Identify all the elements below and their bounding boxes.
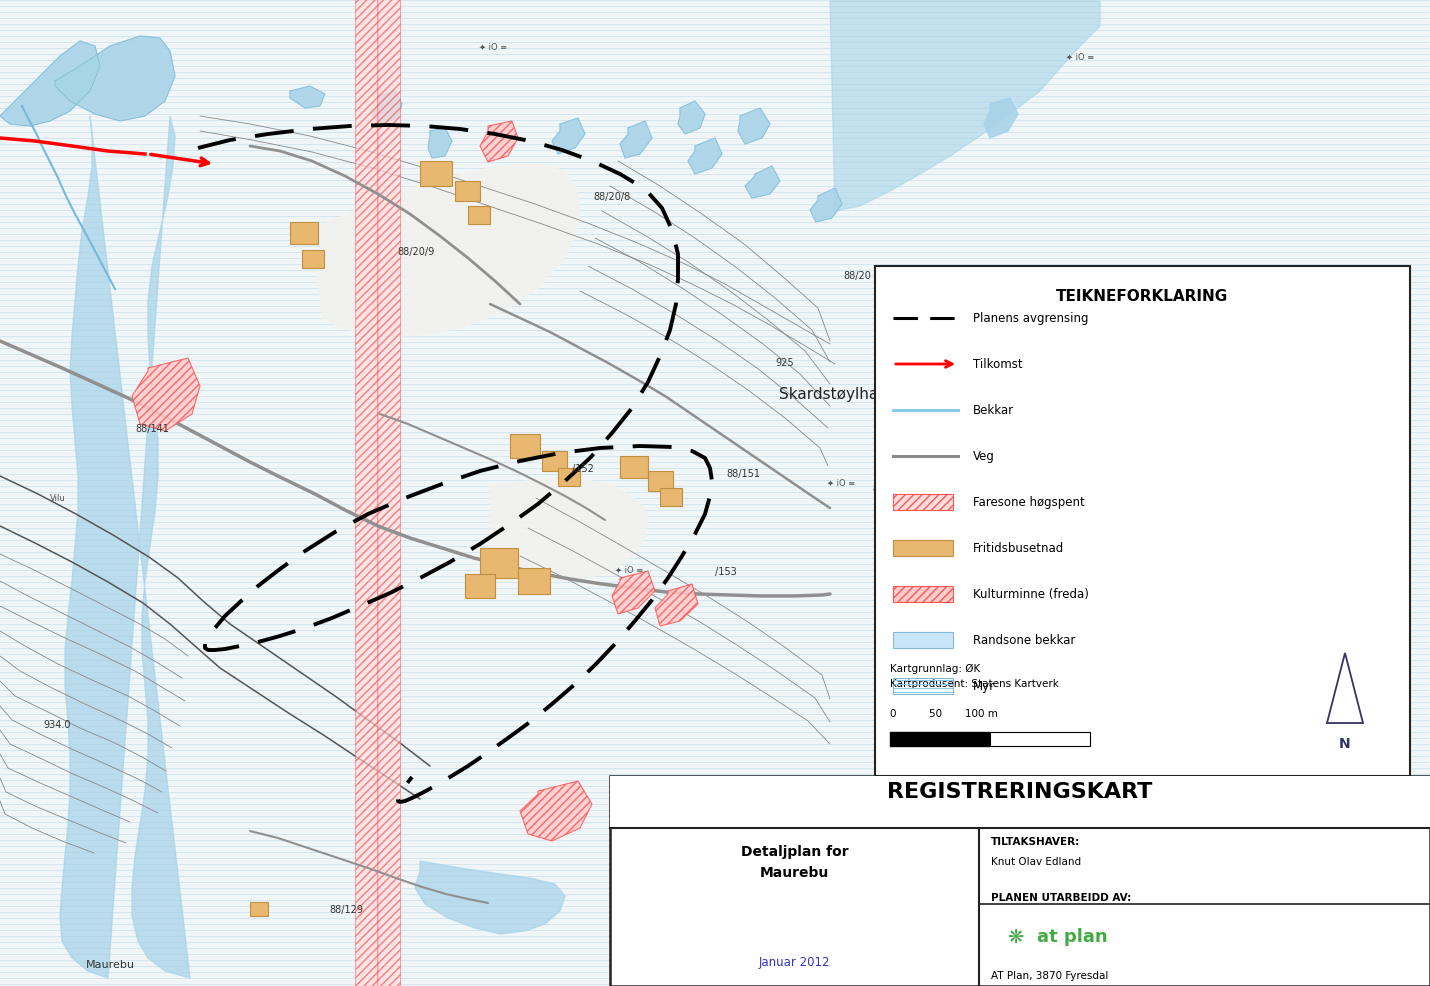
Text: ✦ iO ≡: ✦ iO ≡ xyxy=(1065,52,1094,61)
Bar xyxy=(621,457,648,478)
Text: Fritidsbusetnad: Fritidsbusetnad xyxy=(972,542,1064,555)
Text: /152: /152 xyxy=(572,463,593,473)
Polygon shape xyxy=(655,585,698,626)
Text: Myr: Myr xyxy=(972,679,995,693)
Text: ✦ iO ≡: ✦ iO ≡ xyxy=(615,565,644,574)
Bar xyxy=(892,587,952,602)
Polygon shape xyxy=(415,861,565,934)
Polygon shape xyxy=(378,0,400,986)
Bar xyxy=(455,181,480,202)
Text: TEIKNEFORKLARING: TEIKNEFORKLARING xyxy=(1057,289,1228,304)
Text: ✦ iO ≡: ✦ iO ≡ xyxy=(479,42,508,51)
Text: Skardstøylhau: Skardstøylhau xyxy=(779,387,888,402)
Bar xyxy=(511,435,541,458)
Bar xyxy=(542,452,568,471)
Bar xyxy=(990,733,1090,746)
Polygon shape xyxy=(428,129,452,159)
Bar xyxy=(892,632,952,649)
Bar xyxy=(611,776,1430,986)
Text: /153: /153 xyxy=(715,567,736,577)
Text: Vilu: Vilu xyxy=(50,493,66,503)
Text: Kartgrunnlag: ØK: Kartgrunnlag: ØK xyxy=(889,664,980,673)
Polygon shape xyxy=(521,781,592,841)
Bar xyxy=(661,488,682,507)
Polygon shape xyxy=(372,92,402,125)
Text: REGISTRERINGSKART: REGISTRERINGSKART xyxy=(887,781,1153,802)
Polygon shape xyxy=(355,0,378,986)
Text: Kulturminne (freda): Kulturminne (freda) xyxy=(972,588,1088,600)
Polygon shape xyxy=(0,42,100,127)
Text: Randsone bekkar: Randsone bekkar xyxy=(972,634,1075,647)
Polygon shape xyxy=(984,99,1018,139)
Bar xyxy=(480,548,518,579)
Text: Januar 2012: Januar 2012 xyxy=(759,955,831,968)
Text: at plan: at plan xyxy=(1037,927,1108,945)
Bar xyxy=(468,207,490,225)
Text: 88/141: 88/141 xyxy=(136,424,170,434)
Polygon shape xyxy=(678,102,705,135)
Text: 88/14: 88/14 xyxy=(746,904,774,914)
Bar xyxy=(892,540,952,556)
Text: Detaljplan for
Maurebu: Detaljplan for Maurebu xyxy=(741,844,848,879)
Polygon shape xyxy=(480,122,518,163)
Text: Planens avgrensing: Planens avgrensing xyxy=(972,313,1088,325)
Bar xyxy=(290,223,317,245)
Polygon shape xyxy=(552,119,585,155)
Bar xyxy=(892,495,952,511)
Text: Knut Olav Edland: Knut Olav Edland xyxy=(991,856,1081,866)
Text: AT Plan, 3870 Fyresdal: AT Plan, 3870 Fyresdal xyxy=(991,970,1108,980)
Bar xyxy=(302,250,325,269)
Polygon shape xyxy=(621,122,652,159)
Text: Tilkomst: Tilkomst xyxy=(972,358,1022,371)
Polygon shape xyxy=(132,359,200,432)
Text: PLANEN UTARBEIDD AV:: PLANEN UTARBEIDD AV: xyxy=(991,892,1131,902)
Bar xyxy=(648,471,674,491)
Bar xyxy=(889,733,990,746)
Polygon shape xyxy=(490,478,648,582)
Polygon shape xyxy=(317,165,581,336)
Text: Kartprodusent: Statens Kartverk: Kartprodusent: Statens Kartverk xyxy=(889,678,1058,688)
Text: Faresone høgspent: Faresone høgspent xyxy=(972,496,1085,509)
Polygon shape xyxy=(745,167,779,199)
Bar xyxy=(420,162,452,186)
Text: 88/20: 88/20 xyxy=(844,271,871,281)
Bar xyxy=(250,902,267,916)
Polygon shape xyxy=(54,36,174,122)
Text: ❋: ❋ xyxy=(1007,927,1024,946)
Polygon shape xyxy=(809,188,842,223)
Polygon shape xyxy=(829,2,1100,212)
Bar xyxy=(875,267,1410,776)
Bar xyxy=(465,575,495,599)
Bar xyxy=(558,468,581,486)
Text: Bekkar: Bekkar xyxy=(972,404,1014,417)
Text: 88/129: 88/129 xyxy=(329,904,363,914)
Text: 0          50       100 m: 0 50 100 m xyxy=(889,708,998,718)
Text: 88/20/8: 88/20/8 xyxy=(593,192,631,202)
Text: 88/20/5: 88/20/5 xyxy=(872,483,909,493)
Text: 88/20/9: 88/20/9 xyxy=(398,246,435,256)
Text: ✦ iO ≡: ✦ iO ≡ xyxy=(827,478,855,487)
Polygon shape xyxy=(688,139,722,175)
Bar xyxy=(518,568,551,595)
Polygon shape xyxy=(738,108,769,145)
Bar xyxy=(611,776,1430,828)
Polygon shape xyxy=(290,87,325,108)
Text: TILTAKSHAVER:: TILTAKSHAVER: xyxy=(991,836,1080,846)
Text: 934.0: 934.0 xyxy=(43,720,70,730)
Text: N: N xyxy=(1338,737,1351,750)
Polygon shape xyxy=(612,572,655,614)
Polygon shape xyxy=(60,117,190,978)
Text: 925: 925 xyxy=(775,358,794,368)
Text: 88/151: 88/151 xyxy=(726,468,761,478)
Bar xyxy=(892,678,952,694)
Text: Maurebu: Maurebu xyxy=(86,959,134,969)
Text: Veg: Veg xyxy=(972,450,995,463)
